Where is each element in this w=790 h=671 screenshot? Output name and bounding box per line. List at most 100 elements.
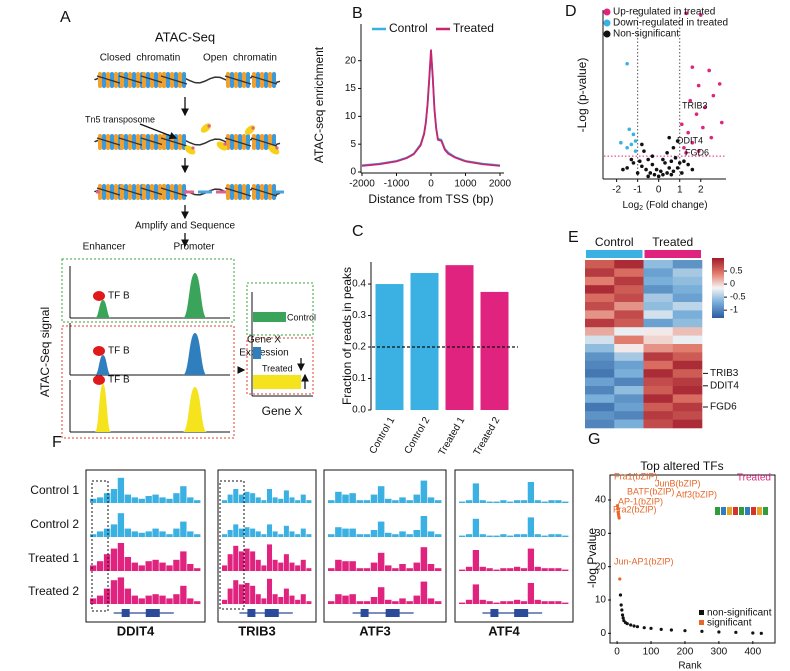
heatmap-cell (614, 352, 644, 362)
heatmap-cell (614, 335, 644, 345)
legend-label: Down-regulated in treated (613, 18, 728, 29)
signal-bin (227, 494, 233, 503)
signal-bin (514, 566, 521, 571)
signal-bin (110, 489, 118, 503)
signal-bin (145, 496, 152, 503)
signal-bin (267, 544, 273, 571)
point (625, 61, 629, 66)
tf-label: TF B (108, 375, 130, 386)
signal-bin (413, 494, 421, 503)
signal-bin (124, 557, 132, 571)
x-tick-label: 2000 (489, 179, 512, 190)
heatmap-cell (614, 344, 644, 353)
nucleosome (252, 134, 256, 150)
closed-chromatin-label: Closed chromatin (100, 53, 181, 64)
signal-bin (103, 528, 111, 537)
point (669, 159, 674, 163)
nucleosome (136, 184, 140, 200)
x-axis-label: Rank (678, 661, 702, 671)
point (637, 159, 642, 163)
signal-bin (227, 554, 233, 571)
heatmap-cell (614, 285, 644, 294)
signal-bin (222, 534, 228, 537)
heatmap-cell (585, 293, 615, 303)
signal-bin (420, 516, 428, 537)
x-axis-label-part: (Fold change) (643, 200, 707, 211)
nucleosome (268, 72, 272, 88)
signal-bin (138, 598, 145, 604)
signal-bin (356, 534, 364, 537)
signal-bin (283, 554, 289, 571)
signal-bin (233, 489, 239, 503)
heatmap-cell (614, 360, 644, 370)
signal-bin (138, 532, 145, 537)
signal-bin (507, 568, 514, 571)
signal-bin (194, 500, 201, 503)
nucleosome (158, 134, 162, 150)
heatmap-cell (672, 260, 703, 269)
heatmap-cell (585, 318, 615, 328)
signal-bin (117, 543, 125, 571)
highlight-box (219, 480, 245, 610)
signal-bin (507, 535, 514, 537)
point (640, 142, 644, 147)
legend-label: significant (707, 618, 752, 629)
panel-label: A (60, 9, 71, 26)
signal-bin (187, 531, 194, 537)
signal-bin (493, 535, 500, 537)
motif-letter (757, 507, 762, 515)
track-frame (454, 469, 574, 623)
dna-wrap (96, 75, 124, 85)
dna-wrap (224, 187, 252, 197)
point (618, 593, 623, 597)
plot-frame (609, 474, 776, 644)
track-frame (217, 469, 317, 623)
signal-bin (349, 493, 356, 503)
point (690, 167, 695, 172)
signal-bin (173, 493, 180, 503)
signal-bin (555, 601, 562, 604)
control-box (246, 282, 314, 336)
heatmap-cell (614, 318, 644, 328)
heatmap-cell (643, 394, 674, 404)
signal-bin (555, 534, 562, 537)
point (667, 135, 672, 140)
signal-bin (507, 501, 514, 503)
legend-label: Up-regulated in treated (613, 7, 715, 18)
heatmap-cell (585, 369, 615, 378)
point (719, 120, 724, 125)
point (703, 105, 707, 110)
gene-exon (145, 609, 160, 617)
signal-bin (459, 501, 466, 503)
nucleosome (230, 134, 234, 150)
colorbar-tick-label: -0.5 (730, 292, 746, 302)
nucleosome (256, 72, 260, 88)
signal-bin (385, 532, 392, 537)
signal-bin (96, 595, 104, 604)
signal-bin (472, 518, 480, 537)
panel-label: E (568, 229, 579, 246)
point (635, 625, 640, 629)
signal-bin (514, 534, 521, 537)
tn5-dot (275, 146, 279, 150)
nucleosome (158, 72, 162, 88)
signal-bin (159, 595, 166, 604)
nucleosome (178, 72, 182, 88)
motif-letter (739, 507, 744, 515)
group-bar (644, 250, 701, 258)
point (673, 156, 678, 160)
heatmap-cell (614, 310, 644, 320)
signal-bin (166, 598, 173, 604)
signal-bin (166, 565, 173, 571)
point (694, 112, 699, 116)
signal-bin (180, 521, 187, 537)
signal-bin (555, 568, 562, 571)
gene-exon (247, 609, 256, 617)
gene-name: ATF3 (359, 623, 391, 638)
point (682, 159, 686, 163)
signal-bin (500, 601, 507, 604)
signal-bin (370, 597, 378, 604)
nucleosome (256, 134, 260, 150)
signal-bin (356, 500, 364, 503)
